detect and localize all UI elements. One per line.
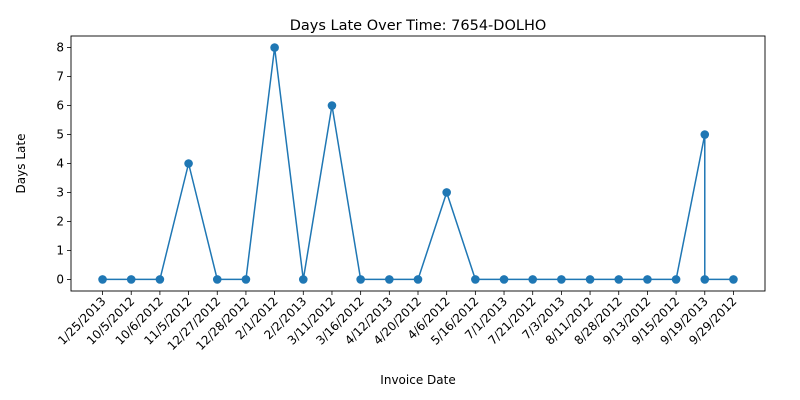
data-point [442,188,451,197]
data-point [270,43,279,52]
data-point [298,275,308,284]
data-point [356,275,365,284]
data-point [671,275,681,284]
y-tick-label: 7 [56,70,64,84]
data-point [126,275,136,284]
y-tick-label: 8 [56,41,64,55]
data-point [528,275,538,284]
y-axis-label: Days Late [14,134,28,194]
data-point [413,275,423,284]
series-line [102,46,734,281]
y-tick-label: 6 [56,99,64,113]
y-tick-label: 1 [56,243,64,257]
plot-frame [70,35,766,292]
data-point [614,275,624,284]
data-point [98,275,107,284]
y-tick-label: 4 [56,157,64,171]
chart-title: Days Late Over Time: 7654-DOLHO [290,18,547,34]
x-axis-label: Invoice Date [380,373,455,387]
data-point [499,275,509,284]
data-point [212,275,222,284]
data-point [643,275,652,284]
plot-area: 0123456781/25/201310/5/201210/6/201211/5… [55,41,739,353]
data-point [700,130,710,139]
data-point [729,275,738,284]
data-point [585,275,595,284]
data-point [471,275,480,284]
data-point [155,275,165,284]
data-point [385,275,394,284]
data-point [557,275,566,284]
data-point [700,275,710,284]
y-tick-label: 0 [56,272,64,286]
data-point [327,101,337,110]
y-tick-label: 2 [56,214,64,228]
y-tick-label: 3 [56,185,64,199]
y-tick-label: 5 [56,128,64,142]
data-point [241,275,251,284]
data-point [184,159,193,168]
